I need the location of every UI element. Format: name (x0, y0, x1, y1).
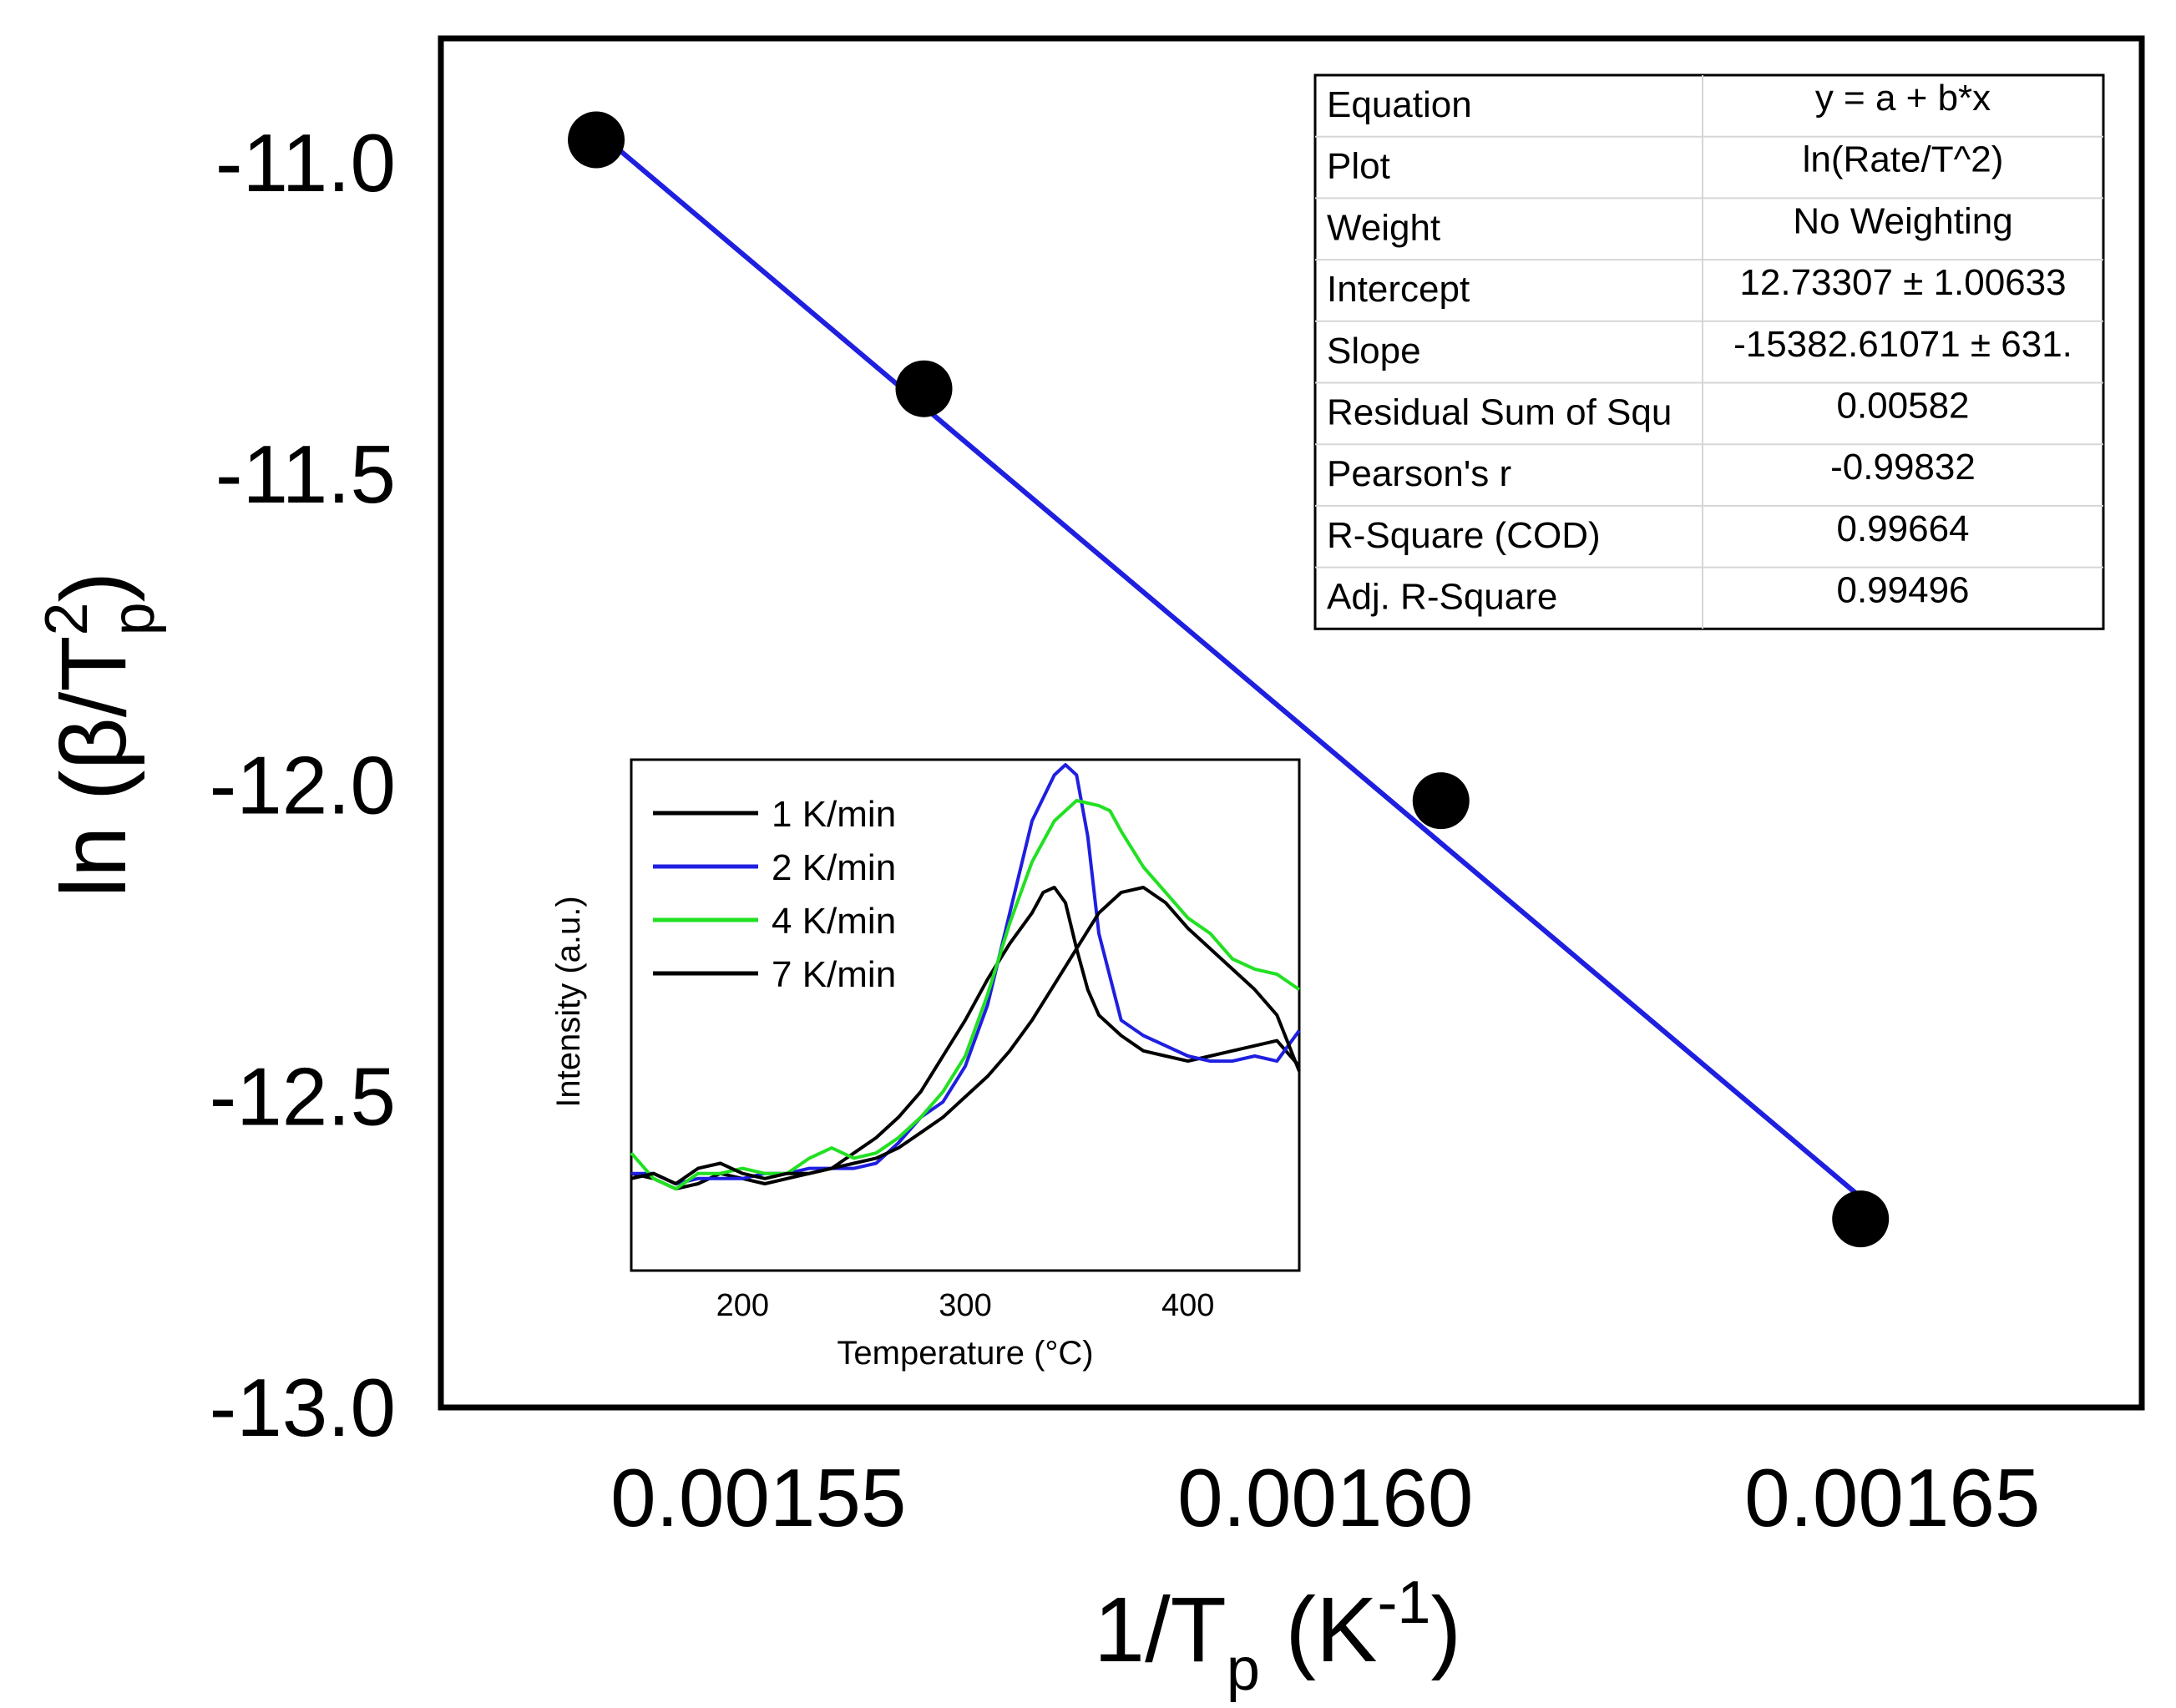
fit-table-frame (1313, 73, 2105, 630)
data-point (1832, 1190, 1890, 1248)
x-axis-title-sup: -1 (1377, 1569, 1430, 1636)
inset-chart: 200 300 400 1 K/min 2 K/min 4 K/min 7 K/min T… (550, 758, 1301, 1372)
main-points (568, 111, 1890, 1248)
inset-x-axis-title: Temperature (°C) (837, 1335, 1093, 1372)
y-axis-title: ln (β/T2p) (33, 572, 167, 898)
fit-table: Equation y = a + b*x Plot ln(Rate/T^2) Weigh… (1313, 73, 2105, 630)
y-axis-title-sup: 2 (33, 602, 100, 635)
inset-x-tick-label: 300 (939, 1288, 991, 1323)
y-tick-label: -13.0 (210, 1362, 396, 1453)
data-point (568, 111, 625, 169)
fit-line (595, 129, 1863, 1200)
fit-table-value: 0.99496 (1836, 570, 1969, 611)
x-axis-title-sub: p (1227, 1636, 1260, 1703)
inset-ticks: 200 300 400 (716, 1288, 1215, 1323)
main-fit-line-group (595, 129, 1863, 1200)
x-axis-title: 1/Tp (K-1) (1094, 1569, 1461, 1703)
y-tick-label: -11.0 (215, 117, 396, 209)
legend-label: 7 K/min (772, 954, 896, 995)
inset-legend: 1 K/min 2 K/min 4 K/min 7 K/min (653, 794, 896, 995)
y-axis-title-sub: p (100, 602, 167, 635)
fit-table-value: 0.99664 (1836, 508, 1969, 549)
fit-table-value: 0.00582 (1836, 386, 1969, 427)
inset-frame (630, 758, 1301, 1272)
legend-label: 2 K/min (772, 847, 896, 888)
fit-table-label: Slope (1327, 331, 1421, 371)
y-tick-label: -12.0 (210, 740, 396, 831)
y-tick-label: -12.5 (210, 1050, 396, 1142)
inset-y-axis-title: Intensity (a.u.) (550, 896, 587, 1107)
fit-table-value: -0.99832 (1830, 447, 1976, 488)
fit-table-value: y = a + b*x (1815, 78, 1991, 119)
fit-table-value: No Weighting (1793, 200, 2012, 241)
x-tick-label: 0.00160 (1177, 1452, 1473, 1544)
fit-table-label: Intercept (1327, 269, 1470, 310)
fit-table-label: Plot (1327, 146, 1390, 187)
main-y-ticks: -11.0 -11.5 -12.0 -12.5 -13.0 (210, 117, 396, 1453)
fit-table-label: Equation (1327, 84, 1472, 125)
fit-table-label: Adj. R-Square (1327, 577, 1557, 618)
data-point (1412, 772, 1470, 830)
inset-x-tick-label: 400 (1161, 1288, 1214, 1323)
legend-label: 4 K/min (772, 901, 896, 942)
fit-table-value: -15382.61071 ± 631. (1733, 324, 2072, 365)
inset-lines (630, 763, 1301, 1191)
inset-series-line (630, 886, 1301, 1185)
inset-series-line (630, 799, 1301, 1191)
fit-table-value: 12.73307 ± 1.00633 (1739, 262, 2066, 303)
fit-table-label: Weight (1327, 207, 1440, 248)
inset-x-tick-label: 200 (716, 1288, 769, 1323)
main-x-ticks: 0.00155 0.00160 0.00165 (610, 1452, 2040, 1544)
fit-table-value: ln(Rate/T^2) (1803, 139, 2004, 180)
fit-table-label: Residual Sum of Squ (1327, 392, 1672, 433)
fit-table-label: R-Square (COD) (1327, 515, 1601, 556)
fit-table-label: Pearson's r (1327, 453, 1511, 494)
legend-label: 1 K/min (772, 794, 896, 835)
x-tick-label: 0.00155 (610, 1452, 906, 1544)
y-tick-label: -11.5 (215, 428, 396, 520)
data-point (895, 360, 953, 417)
x-tick-label: 0.00165 (1744, 1452, 2040, 1544)
